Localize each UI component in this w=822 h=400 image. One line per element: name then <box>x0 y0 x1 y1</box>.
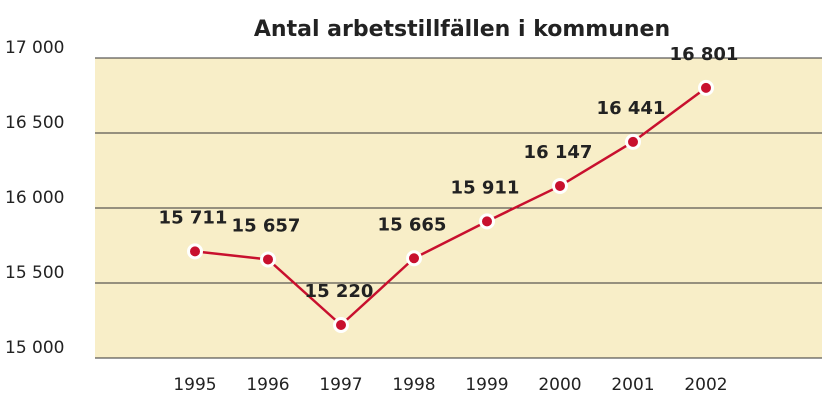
y-tick-label: 17 000 <box>5 38 64 58</box>
x-tick-label: 1997 <box>319 375 362 395</box>
y-tick-label: 16 500 <box>5 113 64 133</box>
value-label: 16 801 <box>670 44 739 65</box>
point-marker <box>187 243 203 260</box>
chart-title: Antal arbetstillfällen i kommunen <box>254 17 670 42</box>
series-line <box>194 86 707 327</box>
x-tick-label: 1996 <box>246 375 289 395</box>
x-tick-label: 1999 <box>465 375 508 395</box>
x-tick-label: 1998 <box>392 375 435 395</box>
y-tick-label: 15 500 <box>5 263 64 283</box>
value-label: 15 911 <box>451 177 520 198</box>
value-label: 16 147 <box>524 142 593 163</box>
y-tick-label: 15 000 <box>5 338 64 358</box>
value-label: 15 220 <box>305 281 374 302</box>
x-tick-label: 2001 <box>611 375 654 395</box>
x-tick-label: 2000 <box>538 375 581 395</box>
point-marker <box>260 251 276 268</box>
x-tick-label: 1995 <box>173 375 216 395</box>
value-label: 15 711 <box>159 207 228 228</box>
point-marker <box>333 317 349 333</box>
point-marker <box>625 133 641 150</box>
value-label: 15 665 <box>378 214 447 235</box>
y-tick-label: 16 000 <box>5 188 64 208</box>
point-marker <box>479 213 495 230</box>
point-marker <box>698 79 714 96</box>
value-label: 15 657 <box>232 215 301 236</box>
value-label: 16 441 <box>597 98 666 119</box>
x-tick-label: 2002 <box>684 375 727 395</box>
point-marker <box>406 250 422 267</box>
point-marker <box>552 177 568 194</box>
